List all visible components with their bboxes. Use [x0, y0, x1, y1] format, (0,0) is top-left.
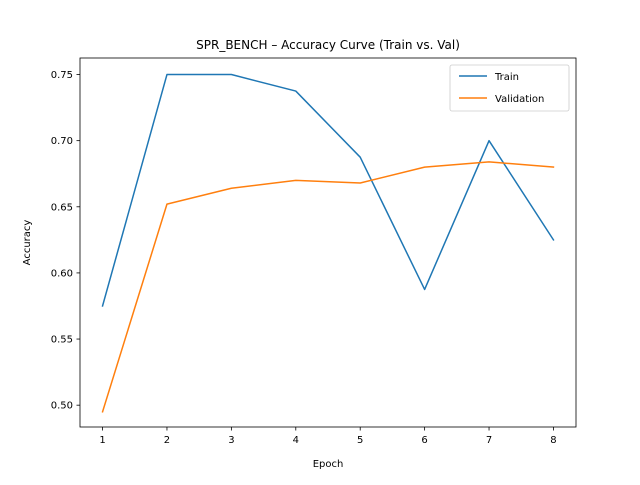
plot-area [79, 57, 577, 428]
series-line-validation [101, 161, 555, 413]
y-tick-label: 0.60 [51, 268, 73, 279]
legend: Train Validation [449, 64, 570, 112]
x-tick-label: 1 [99, 435, 105, 446]
x-axis-ticks: 1 2 3 4 5 6 7 8 [99, 427, 557, 446]
y-tick-label: 0.65 [51, 202, 73, 213]
x-tick-label: 4 [293, 435, 299, 446]
x-tick-label: 7 [486, 435, 492, 446]
axes-frame [79, 57, 577, 428]
x-axis-label: Epoch [313, 459, 344, 470]
x-tick-label: 5 [357, 435, 363, 446]
y-tick-label: 0.70 [51, 136, 73, 147]
chart-title: SPR_BENCH – Accuracy Curve (Train vs. Va… [196, 38, 460, 52]
y-tick-label: 0.55 [51, 335, 73, 346]
x-tick-label: 3 [228, 435, 234, 446]
x-tick-label: 2 [164, 435, 170, 446]
x-tick-label: 6 [421, 435, 427, 446]
series-line-train [101, 73, 555, 307]
legend-label-train: Train [494, 72, 519, 83]
y-tick-label: 0.50 [51, 401, 73, 412]
y-tick-label: 0.75 [51, 70, 73, 81]
legend-label-validation: Validation [495, 94, 544, 105]
y-axis-label: Accuracy [22, 220, 33, 266]
series-lines [101, 73, 555, 413]
y-axis-ticks: 0.50 0.55 0.60 0.65 0.70 0.75 [51, 70, 80, 412]
x-tick-label: 8 [550, 435, 556, 446]
